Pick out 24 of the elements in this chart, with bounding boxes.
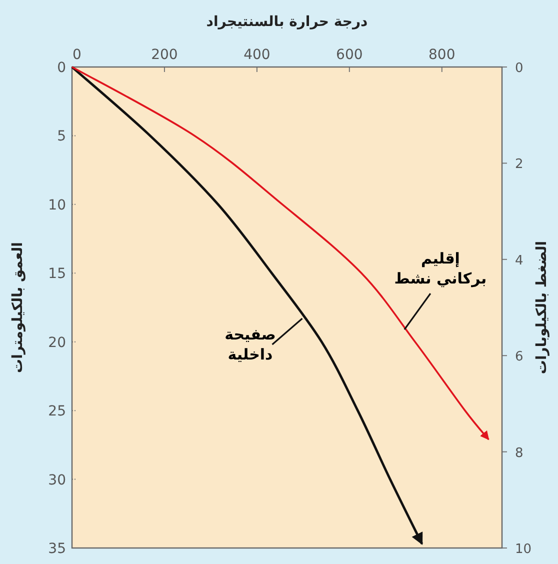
y-axis-title: العمق بالكيلومترات xyxy=(10,242,26,373)
annotation: صفيحة داخلية xyxy=(224,325,276,364)
x-axis-title: درجة حرارة بالسنتيجراد xyxy=(206,14,368,30)
y2-tick-label: 10 xyxy=(515,542,532,557)
x-tick-label: 800 xyxy=(428,47,456,63)
y2-axis-title: الضغط بالكيلوبارات xyxy=(534,240,550,374)
y2-tick-label: 6 xyxy=(515,350,524,365)
y-tick-label: 30 xyxy=(48,472,66,488)
y2-tick-label: 8 xyxy=(515,446,524,461)
y2-tick-label: 0 xyxy=(515,61,524,76)
x-tick-label: 0 xyxy=(72,47,82,63)
y-tick-label: 15 xyxy=(48,266,66,282)
y2-tick-label: 4 xyxy=(515,253,524,268)
y-tick-label: 0 xyxy=(57,60,66,76)
y-tick-label: 20 xyxy=(48,334,66,351)
x-tick-label: 400 xyxy=(244,47,270,63)
y-tick-label: 25 xyxy=(48,404,66,420)
y-tick-label: 35 xyxy=(48,541,66,557)
y-tick-label: 10 xyxy=(48,197,66,214)
x-tick-label: 600 xyxy=(336,47,363,63)
y-tick-label: 5 xyxy=(57,128,66,145)
y2-tick-label: 2 xyxy=(515,157,524,172)
x-tick-label: 200 xyxy=(151,47,178,63)
annotation: إقليم بركاني نشط xyxy=(394,249,487,288)
